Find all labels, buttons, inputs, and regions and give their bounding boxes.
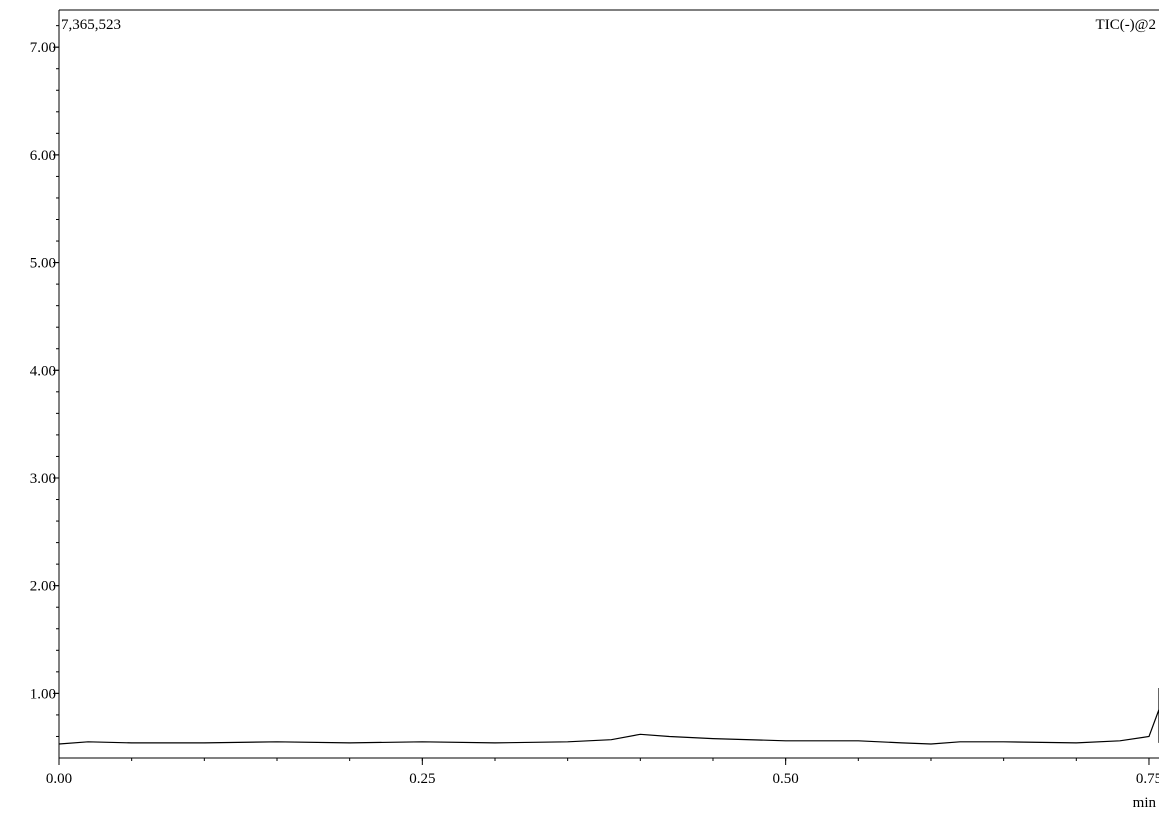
x-tick-label: 0.00 bbox=[46, 771, 72, 787]
y-tick-label: 6.00 bbox=[30, 148, 56, 164]
y-tick-label: 3.00 bbox=[30, 471, 56, 487]
y-tick-label: 5.00 bbox=[30, 256, 56, 272]
x-tick-label: 0.50 bbox=[773, 771, 799, 787]
y-tick-label: 1.00 bbox=[30, 686, 56, 702]
header-trace-label: TIC(-)@2 bbox=[1096, 17, 1156, 33]
x-tick-label: 0.25 bbox=[409, 771, 435, 787]
y-tick-label: 2.00 bbox=[30, 579, 56, 595]
x-axis-label: min bbox=[1133, 795, 1157, 811]
x-minor-ticks bbox=[131, 758, 1150, 761]
x-tick-label: 0.75 bbox=[1136, 771, 1159, 787]
y-tick-label: 7.00 bbox=[30, 40, 56, 56]
y-tick-label: 4.00 bbox=[30, 363, 56, 379]
x-major-ticks: 0.000.250.500.751.001.251.501.752.002.25… bbox=[46, 758, 1159, 787]
series-line-tic bbox=[58, 688, 1159, 745]
y-major-ticks: 1.00 2.00 3.00 4.00 5.00 6.00 7.00 bbox=[30, 40, 59, 702]
header-max-intensity: 7,365,523 bbox=[61, 17, 121, 33]
